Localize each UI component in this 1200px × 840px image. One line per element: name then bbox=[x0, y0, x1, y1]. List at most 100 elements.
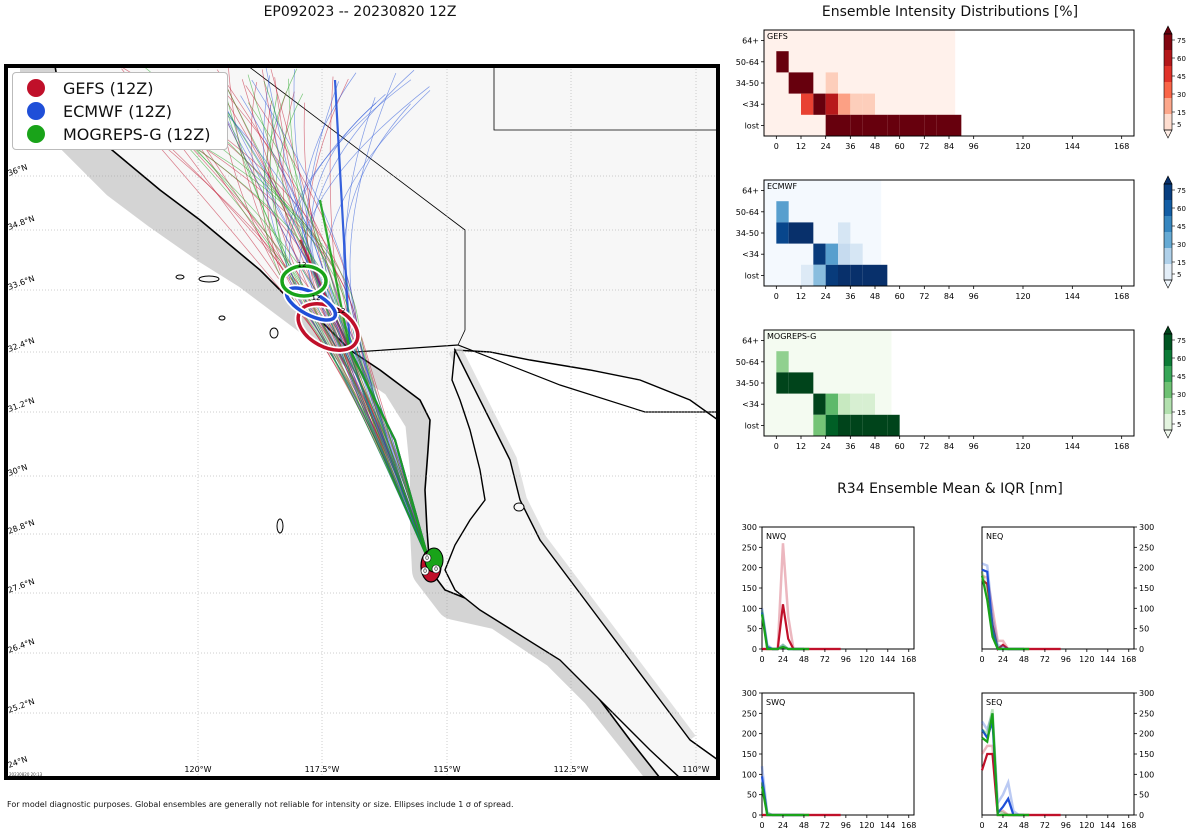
y-tick-label: 200 bbox=[742, 564, 757, 573]
x-tick-label: 72 bbox=[1040, 655, 1050, 664]
legend-ecmwf-label: ECMWF (12Z) bbox=[63, 101, 172, 121]
row-label: lost bbox=[745, 121, 759, 130]
island-tiburon bbox=[513, 502, 525, 512]
colorbar-segment bbox=[1164, 414, 1172, 431]
heatmap-cell bbox=[776, 51, 789, 73]
heatmap-cell bbox=[825, 393, 838, 415]
row-label: 50-64 bbox=[736, 208, 759, 217]
x-tick-label: 24 bbox=[998, 821, 1008, 830]
y-tick-label: 250 bbox=[742, 543, 757, 552]
r34-frame bbox=[981, 526, 1135, 650]
colorbar-tick-label: 75 bbox=[1177, 37, 1186, 45]
row-label: <34 bbox=[742, 400, 759, 409]
map-title: EP092023 -- 20230820 12Z bbox=[263, 4, 457, 20]
heatmap-cell bbox=[813, 264, 826, 286]
heatmap-cell bbox=[776, 372, 789, 394]
r34-frame bbox=[761, 692, 915, 816]
heatmap-cell bbox=[949, 114, 962, 136]
mogreps-legend-icon bbox=[27, 125, 45, 143]
start-dot-1 bbox=[422, 553, 432, 563]
state-border-az-nm bbox=[493, 66, 718, 131]
r34-mean-mogreps-g bbox=[980, 575, 1030, 651]
colorbar-min-arrow bbox=[1163, 279, 1173, 289]
x-tick-label: 48 bbox=[1019, 821, 1029, 830]
heatmap-cell bbox=[912, 114, 925, 136]
heatmap-cell bbox=[850, 393, 863, 415]
row-label: 34-50 bbox=[736, 79, 759, 88]
heatmap-panel-label: MOGREPS-G bbox=[767, 332, 816, 341]
colorbar-max-arrow bbox=[1163, 25, 1173, 35]
x-tick-label: 48 bbox=[870, 142, 880, 151]
y-tick-label: 150 bbox=[742, 750, 757, 759]
x-tick-label: 60 bbox=[895, 142, 905, 151]
heatmap-cell bbox=[838, 414, 851, 436]
x-tick-label: 96 bbox=[1061, 821, 1071, 830]
colorbar-tick-label: 60 bbox=[1177, 355, 1186, 363]
colorbar-segment bbox=[1164, 34, 1172, 51]
legend-gefs: GEFS (12Z) bbox=[27, 77, 153, 99]
row-label: <34 bbox=[742, 100, 759, 109]
colorbar-segment bbox=[1164, 232, 1172, 249]
colorbar-frame bbox=[1163, 333, 1173, 431]
x-tick-label: 120 bbox=[1015, 292, 1030, 301]
heatmap-cell bbox=[801, 222, 814, 244]
x-tick-label: 24 bbox=[821, 442, 831, 451]
x-tick-label: 0 bbox=[774, 292, 779, 301]
r34-panel-label: NEQ bbox=[986, 532, 1003, 541]
x-tick-label: 36 bbox=[845, 292, 855, 301]
x-tick-label: 24 bbox=[778, 655, 788, 664]
ecmwf-12h-label: 12 bbox=[312, 294, 321, 302]
intensity-heatmaps: GEFS 64+ 50-64 34-50 <34 lost 0 12 24 36 48 60 72 84 9… bbox=[736, 25, 1186, 451]
heatmap-cell bbox=[801, 93, 814, 115]
x-tick-label: 144 bbox=[880, 655, 895, 664]
row-label: lost bbox=[745, 421, 759, 430]
x-tick-label: 120 bbox=[1015, 442, 1030, 451]
heatmap-cell bbox=[850, 414, 863, 436]
x-tick-label: 168 bbox=[1121, 655, 1136, 664]
colorbar-tick-label: 60 bbox=[1177, 205, 1186, 213]
heatmap-cell bbox=[887, 114, 900, 136]
x-tick-label: 12 bbox=[796, 142, 806, 151]
y-tick-label: 50 bbox=[747, 625, 757, 634]
x-tick-label: 168 bbox=[901, 655, 916, 664]
track-map: 12 12 12 0 0 0 36°N34.8°N33.6°N32.4°N31.… bbox=[4, 64, 720, 780]
heatmap-cell bbox=[788, 372, 801, 394]
ensemble-member-track bbox=[247, 102, 431, 566]
x-tick-label: 0 bbox=[759, 655, 764, 664]
x-tick-label: 48 bbox=[1019, 655, 1029, 664]
r34-mean-mogreps-g bbox=[760, 614, 810, 651]
timestamp-stamp: 20230820 20:13 bbox=[9, 772, 43, 777]
y-tick-label: 250 bbox=[742, 709, 757, 718]
x-tick-label: 0 bbox=[774, 142, 779, 151]
heatmap-cell bbox=[776, 222, 789, 244]
r34-iqr-ecmwf bbox=[980, 712, 1024, 817]
lon-label-112-5w: 112.5°W bbox=[554, 765, 589, 774]
legend-mogreps-label: MOGREPS-G (12Z) bbox=[63, 124, 211, 144]
r34-mean-mogreps-g bbox=[981, 713, 1030, 817]
row-label: 64+ bbox=[742, 187, 759, 196]
heatmap-panel-label: GEFS bbox=[767, 32, 788, 41]
x-tick-label: 168 bbox=[1121, 821, 1136, 830]
island-guadalupe bbox=[276, 518, 284, 534]
x-tick-label: 36 bbox=[845, 442, 855, 451]
start-dot-3 bbox=[420, 566, 430, 576]
colorbar-segment bbox=[1164, 98, 1172, 115]
x-tick-label: 24 bbox=[821, 142, 831, 151]
x-tick-label: 60 bbox=[895, 292, 905, 301]
r34-mean-mogreps-g bbox=[760, 786, 810, 817]
y-tick-label: 300 bbox=[1139, 689, 1154, 698]
x-tick-label: 12 bbox=[796, 292, 806, 301]
y-tick-label: 200 bbox=[1139, 730, 1154, 739]
gefs-12h-label: 12 bbox=[337, 307, 346, 315]
mogreps-12h-label: 12 bbox=[298, 261, 307, 269]
map-legend: GEFS (12Z) ECMWF (12Z) MOGREPS-G (12Z) bbox=[12, 72, 228, 150]
x-tick-label: 24 bbox=[821, 292, 831, 301]
heatmap-cell bbox=[838, 393, 851, 415]
colorbar-tick-label: 75 bbox=[1177, 337, 1186, 345]
x-tick-label: 144 bbox=[880, 821, 895, 830]
colorbar-segment bbox=[1164, 66, 1172, 83]
heatmap-cell bbox=[862, 414, 875, 436]
colorbar-segment bbox=[1164, 264, 1172, 281]
y-tick-label: 250 bbox=[1139, 709, 1154, 718]
x-tick-label: 60 bbox=[895, 442, 905, 451]
